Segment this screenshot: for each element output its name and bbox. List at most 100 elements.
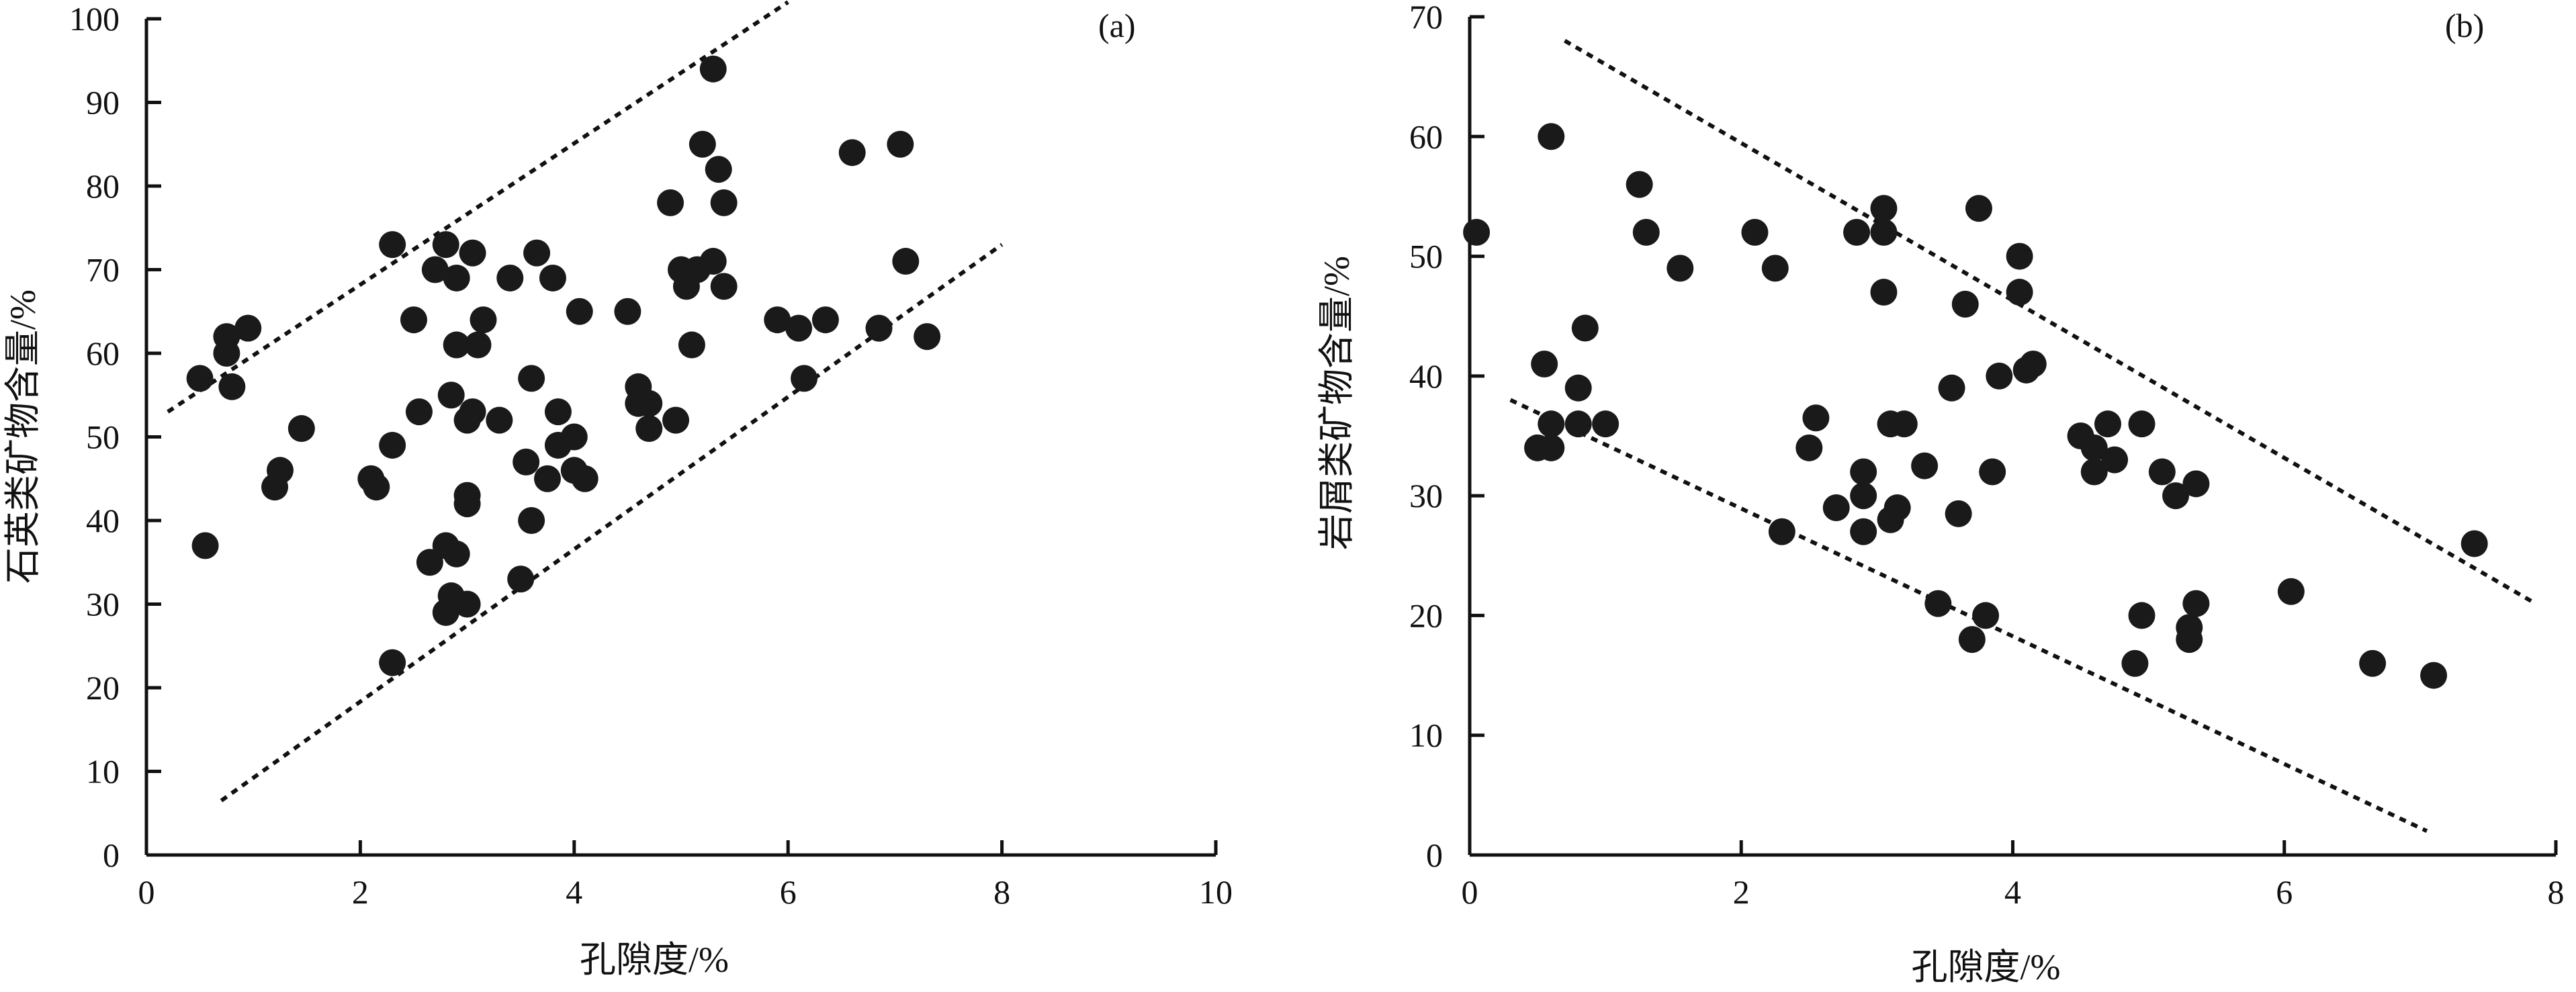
data-point [432,231,459,259]
data-point [689,130,716,158]
data-point [710,273,738,300]
data-point [1965,195,1992,222]
trend-line [220,242,1004,803]
data-point [710,189,738,216]
data-point [459,398,486,426]
data-point [405,398,433,426]
data-point [1870,195,1898,222]
data-point [2080,434,2108,461]
data-point [213,340,240,367]
x-tick-label: 0 [1462,873,1478,911]
data-point [1911,452,1939,480]
panel-label: (a) [1098,7,1136,44]
y-tick-label: 20 [1409,596,1443,634]
data-point [2128,410,2156,438]
panel-label: (b) [2445,7,2484,44]
y-tick-label: 70 [1409,0,1443,36]
data-point [464,331,492,359]
y-tick-label: 20 [86,669,120,707]
data-point [1890,410,1918,438]
data-point [486,406,513,434]
y-tick-label: 60 [86,334,120,372]
data-point [453,482,481,509]
data-point [914,323,941,351]
data-point [2128,602,2156,629]
data-point [1870,218,1898,246]
y-axis-label: 岩屑类矿物含量/% [1317,256,1357,550]
x-tick-label: 8 [993,873,1010,911]
y-tick-label: 100 [69,0,120,38]
data-point [544,398,572,426]
data-point [1564,410,1592,438]
trend-line [167,0,789,414]
data-point [1564,374,1592,402]
data-point [2460,530,2488,557]
data-point [1924,590,1952,617]
data-point [1768,518,1795,545]
data-point [699,248,727,275]
y-tick-label: 0 [1426,836,1443,874]
x-tick-label: 2 [1733,873,1750,911]
x-tick-label: 6 [2276,873,2293,911]
x-tick-label: 4 [566,873,582,911]
data-point [191,532,219,559]
data-point [811,306,839,334]
data-point [705,156,732,183]
data-point [1843,218,1871,246]
data-point [1945,500,1972,527]
data-point [437,381,465,409]
x-tick-label: 8 [2548,873,2565,911]
data-point [2121,649,2149,677]
data-point [791,365,818,392]
data-point [1822,494,1850,521]
data-point [453,590,481,618]
data-point [2094,410,2121,438]
y-tick-label: 50 [86,418,120,456]
data-point [1632,218,1660,246]
data-point [523,239,551,267]
trend-line [1509,398,2428,833]
data-point [1979,458,2006,486]
data-point [1761,255,1789,282]
data-point [635,390,663,417]
data-point [1538,123,1565,150]
y-tick-label: 30 [1409,477,1443,514]
data-point [2420,662,2448,689]
data-point [379,231,406,259]
x-axis-label: 孔隙度/% [580,940,729,980]
data-point [1986,362,2013,390]
data-point [2019,351,2047,378]
data-point [513,448,540,476]
data-point [2182,590,2210,617]
y-tick-label: 50 [1409,238,1443,275]
data-point [566,298,593,325]
y-tick-label: 60 [1409,118,1443,155]
x-tick-label: 4 [2004,873,2021,911]
y-axis-label: 石英类矿物含量/% [3,289,43,584]
data-point [892,248,920,275]
data-point [1538,434,1565,461]
data-point [443,540,470,568]
y-tick-label: 30 [86,586,120,623]
data-point [267,457,294,484]
panel-a: 0 10 20 30 40 50 60 70 80 90 100 0 2 4 6 8 10 (a) 孔隙度/% 石英类… [3,0,1233,980]
y-tick-label: 70 [86,251,120,289]
data-point [2006,279,2033,306]
data-point [1938,374,1965,402]
data-point [764,306,791,334]
data-point [1531,351,1558,378]
data-point [1463,218,1491,246]
data-point [1741,218,1769,246]
data-point [1951,290,1979,318]
data-point [1802,404,1830,432]
data-point [363,474,390,501]
y-tick-label: 40 [86,502,120,539]
data-point [560,423,588,451]
data-point [865,314,893,342]
data-point [614,298,641,325]
x-tick-label: 0 [138,873,155,911]
x-tick-label: 10 [1199,873,1233,911]
data-point [539,264,566,291]
